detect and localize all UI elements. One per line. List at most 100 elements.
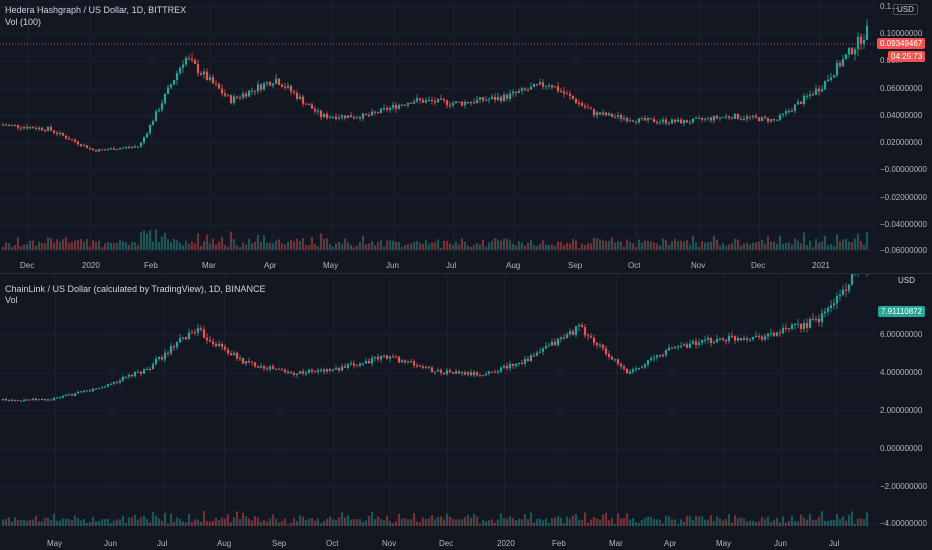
time-axis-tick: May [47, 539, 63, 548]
volume-bar [1, 519, 5, 526]
candle-body [286, 371, 290, 373]
candle-body [334, 116, 338, 119]
volume-bar [262, 519, 266, 526]
candle-body [172, 346, 176, 348]
candle-body [79, 144, 83, 146]
candle-body [571, 95, 575, 100]
volume-bar [13, 245, 17, 250]
currency-button[interactable]: USD [893, 4, 918, 15]
volume-bar [196, 519, 200, 526]
price-axis-tick: 0.00000000 [880, 444, 923, 453]
candle-body [25, 399, 29, 401]
volume-bar [586, 243, 590, 250]
candle-body [280, 369, 284, 371]
volume-bar [841, 239, 845, 250]
candle-body [328, 116, 332, 118]
candle-body [808, 318, 812, 328]
pane-separator[interactable] [0, 273, 932, 274]
candle-body [679, 119, 683, 124]
candle-body [286, 85, 290, 88]
time-axis-tick: Dec [20, 261, 35, 270]
candle-body [769, 332, 773, 334]
candle-body [811, 94, 815, 96]
volume-bar [337, 517, 341, 526]
volume-bar [325, 518, 329, 526]
candle-body [607, 113, 611, 116]
volume-bar [547, 523, 551, 526]
candle-body [442, 372, 446, 375]
volume-bar [457, 244, 461, 250]
volume-bar [793, 520, 797, 526]
hbar-chart-pane[interactable]: Hedera Hashgraph / US Dollar, 1D, BITTRE… [0, 0, 932, 272]
volume-bar [640, 519, 644, 526]
volume-bar [484, 246, 488, 250]
volume-bar [850, 511, 854, 526]
volume-bar [133, 242, 137, 250]
volume-bar [820, 511, 824, 526]
candle-body [754, 115, 758, 118]
candle-body [721, 338, 725, 340]
hbar-price-chart[interactable] [0, 0, 876, 256]
volume-bar [295, 521, 299, 526]
candle-body [763, 336, 767, 340]
candle-body [517, 90, 521, 93]
volume-bar [445, 513, 449, 526]
volume-bar [670, 519, 674, 526]
volume-bar [349, 244, 353, 250]
candle-body [211, 77, 215, 84]
volume-bar [271, 243, 275, 250]
candle-body [406, 102, 410, 106]
candle-body [412, 101, 416, 104]
time-axis-tick: Dec [751, 261, 766, 270]
volume-bar [214, 517, 218, 526]
volume-bar [673, 519, 677, 526]
volume-bar [130, 517, 134, 526]
candle-body [226, 95, 230, 97]
volume-bar [163, 513, 167, 526]
volume-bar [661, 238, 665, 250]
volume-bar [802, 232, 806, 250]
link-price-chart[interactable] [0, 274, 876, 532]
volume-bar [187, 243, 191, 250]
link-chart-pane[interactable]: ChainLink / US Dollar (calculated by Tra… [0, 274, 932, 550]
candle-body [439, 370, 443, 373]
volume-bar [619, 241, 623, 250]
candle-body [643, 364, 647, 368]
candle-body [742, 118, 746, 120]
candle-body [190, 58, 194, 61]
candle-body [586, 335, 590, 337]
volume-bar [652, 242, 656, 250]
volume-bar [484, 521, 488, 526]
volume-bar [292, 518, 296, 526]
time-axis-tick: Oct [326, 539, 339, 548]
candle-body [457, 371, 461, 374]
candle-body [580, 325, 584, 327]
volume-bar [346, 515, 350, 526]
volume-bar [382, 520, 386, 526]
candle-body [313, 371, 317, 373]
candle-body [301, 96, 305, 104]
volume-bar [703, 242, 707, 250]
link-last-price-label: 7.91110872 [878, 306, 926, 317]
volume-bar [454, 241, 458, 250]
volume-bar [757, 521, 761, 526]
candle-body [529, 355, 533, 362]
volume-bar [505, 518, 509, 526]
candle-body [151, 364, 155, 370]
volume-bar [520, 519, 524, 526]
candle-body [832, 75, 836, 78]
candle-body [562, 337, 566, 339]
candle-body [592, 109, 596, 116]
volume-bar [718, 245, 722, 250]
volume-bar [613, 242, 617, 250]
volume-bar [262, 235, 266, 250]
volume-bar [550, 518, 554, 526]
candle-body [646, 360, 650, 365]
candle-body [739, 338, 743, 341]
volume-bar [175, 517, 179, 526]
candle-body [496, 96, 500, 101]
candle-body [727, 335, 731, 342]
link-currency-label: USD [898, 276, 915, 285]
candle-body [811, 318, 815, 320]
candle-body [700, 340, 704, 343]
